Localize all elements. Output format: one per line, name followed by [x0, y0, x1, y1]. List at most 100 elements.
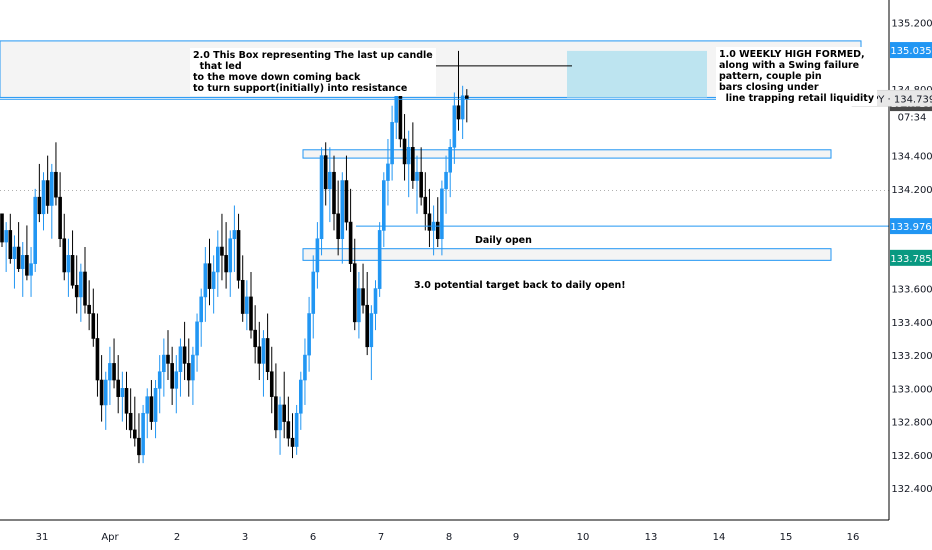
y-tick-label: 132.400	[891, 484, 932, 495]
price-label-text: 133.976	[890, 222, 931, 233]
price-label-box[interactable]	[890, 249, 932, 266]
candle-body	[70, 255, 75, 286]
candle-body	[120, 388, 125, 397]
candle-body	[307, 313, 311, 356]
candle-body	[37, 196, 42, 215]
candle-body	[452, 105, 457, 148]
y-tick-label: 133.000	[891, 384, 932, 395]
candle-body	[269, 371, 274, 397]
candle-body	[0, 213, 4, 243]
candle-body	[137, 437, 141, 456]
x-tick-label: 8	[446, 532, 452, 543]
candle-body	[153, 388, 158, 422]
candle-body	[25, 255, 29, 276]
candle-body	[79, 271, 83, 298]
candle-body	[45, 180, 50, 206]
candle-body	[448, 146, 453, 173]
candle-body	[91, 313, 96, 339]
candle-body	[199, 296, 203, 323]
candle-body	[33, 196, 38, 264]
y-tick-label: 135.200	[891, 19, 932, 30]
candle-body	[340, 180, 345, 240]
candle-body	[286, 421, 291, 439]
candle-body	[361, 288, 365, 306]
candle-body	[87, 304, 91, 314]
candle-body	[112, 363, 116, 381]
note-weekly-annotation: 1.0 WEEKLY HIGH FORMED, along with a Swi…	[716, 47, 878, 106]
candle-body	[195, 321, 199, 356]
y-tick-label: 133.400	[891, 318, 932, 329]
symbol-label: GBPJPY · 134.739	[849, 94, 932, 105]
candle-body	[423, 196, 428, 215]
candle-body	[444, 171, 448, 190]
x-tick-label: 16	[847, 532, 860, 543]
price-label-text: 133.785	[890, 254, 931, 265]
candle-body	[456, 105, 461, 120]
candle-body	[149, 396, 154, 422]
candle-body	[298, 379, 303, 414]
candle-body	[294, 412, 299, 447]
candle-body	[141, 412, 145, 456]
countdown-timer: 07:34	[898, 112, 927, 123]
candle-body	[58, 196, 62, 240]
target-zone[interactable]	[567, 50, 707, 98]
x-tick-label: 9	[513, 532, 519, 543]
candle-body	[344, 180, 349, 223]
zone-low-box[interactable]	[302, 248, 832, 261]
candle-body	[232, 230, 237, 240]
candle-body	[278, 404, 282, 431]
zone-mid-box[interactable]	[302, 149, 832, 159]
y-tick-label: 134.400	[891, 152, 932, 163]
candle-body	[257, 346, 262, 364]
candle-body	[402, 138, 407, 165]
candle-body	[95, 338, 100, 381]
candle-body	[390, 122, 394, 165]
candle-body	[116, 379, 120, 397]
candle-body	[311, 271, 316, 314]
x-tick-label: 7	[378, 532, 384, 543]
note-daily-open-annotation: Daily open	[475, 235, 532, 246]
candle-body	[328, 171, 332, 190]
candle-body	[29, 263, 33, 276]
x-tick-label: 13	[645, 532, 658, 543]
candle-body	[16, 246, 21, 269]
candle-body	[4, 230, 8, 243]
candle-body	[406, 146, 411, 165]
candle-body	[157, 371, 162, 389]
x-tick-label: 31	[36, 532, 49, 543]
candle-body	[245, 296, 249, 314]
candle-body	[265, 338, 270, 373]
candle-body	[365, 304, 370, 348]
candle-body	[224, 255, 228, 273]
candle-body	[386, 163, 390, 181]
candle-body	[274, 396, 278, 431]
candle-body	[99, 379, 104, 406]
candle-body	[236, 230, 241, 281]
y-tick-label: 133.200	[891, 351, 932, 362]
candle-body	[170, 363, 174, 389]
candle-body	[440, 188, 444, 240]
candle-body	[261, 338, 266, 364]
candle-body	[41, 180, 46, 215]
candle-body	[174, 371, 179, 389]
candle-body	[415, 171, 419, 181]
y-tick-label: 134.200	[891, 185, 932, 196]
candle-body	[103, 379, 108, 406]
note-target-annotation: 3.0 potential target back to daily open!	[414, 280, 626, 291]
price-label-text: 135.035	[890, 46, 931, 57]
candle-body	[124, 388, 129, 414]
candle-body	[178, 346, 183, 373]
candle-body	[373, 288, 378, 314]
candle-body	[357, 288, 361, 323]
x-tick-label: 14	[713, 532, 726, 543]
x-tick-label: 6	[310, 532, 316, 543]
candle-body	[352, 263, 357, 323]
candle-body	[54, 171, 58, 198]
x-tick-label: 3	[242, 532, 248, 543]
candle-body	[133, 429, 137, 439]
price-label-box[interactable]	[890, 218, 932, 235]
price-label-box[interactable]	[890, 42, 932, 59]
candle-body	[162, 354, 166, 373]
candle-body	[216, 246, 220, 273]
